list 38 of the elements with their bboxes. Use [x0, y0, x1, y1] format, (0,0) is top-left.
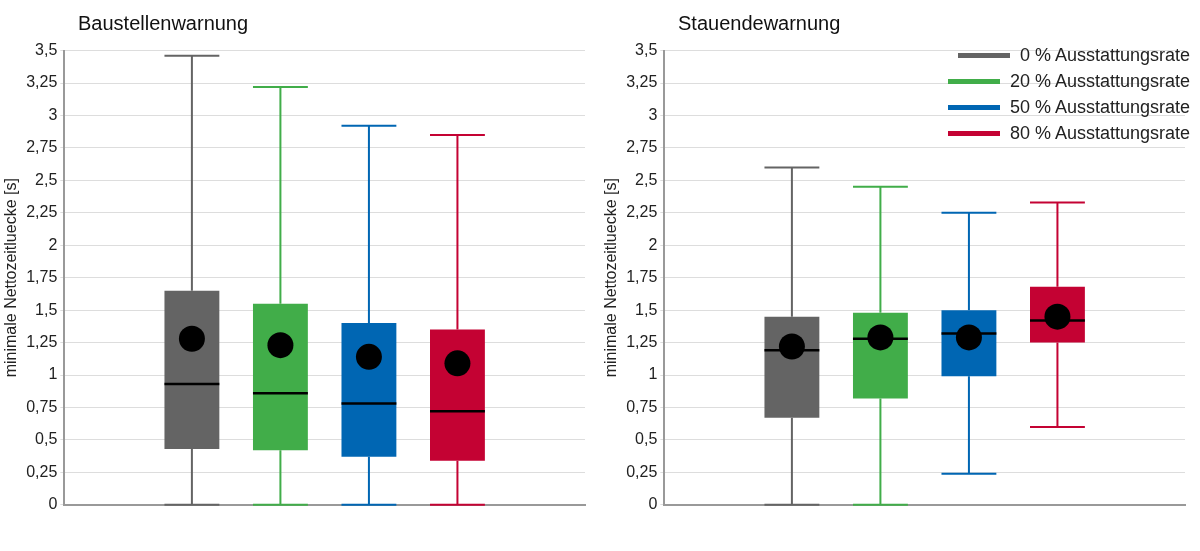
y-tick-label: 3,5: [35, 41, 58, 59]
y-tick-label: 0: [648, 495, 658, 513]
y-tick-label: 0,25: [26, 462, 58, 480]
y-axis-title: minimale Nettozeitluecke [s]: [602, 178, 620, 378]
y-tick-label: 3,5: [635, 41, 658, 59]
legend-label: 50 % Ausstattungsrate: [1009, 96, 1190, 118]
y-tick-label: 0,5: [35, 430, 58, 448]
y-tick-label: 1,5: [35, 300, 58, 318]
y-tick-label: 1,25: [626, 332, 658, 350]
y-tick-label: 0,75: [626, 397, 658, 415]
y-tick-label: 1,25: [26, 332, 58, 350]
legend-label: 20 % Ausstattungsrate: [1009, 70, 1190, 92]
y-tick-label: 1,75: [626, 268, 658, 286]
y-tick-label: 1: [648, 365, 658, 383]
chart-title: Stauendewarnung: [678, 12, 841, 35]
legend-label: 80 % Ausstattungsrate: [1009, 122, 1190, 144]
y-tick-label: 3: [648, 105, 658, 123]
y-tick-label: 3,25: [26, 73, 58, 91]
chart-title: Baustellenwarnung: [78, 12, 249, 35]
y-tick-label: 0,25: [626, 462, 658, 480]
legend-label: 0 % Ausstattungsrate: [1019, 44, 1190, 66]
y-tick-label: 2,25: [626, 203, 658, 221]
y-tick-label: 2,75: [26, 138, 58, 156]
y-tick-label: 3,25: [626, 73, 658, 91]
y-tick-label: 2,25: [26, 203, 58, 221]
y-tick-label: 1,5: [635, 300, 658, 318]
y-tick-label: 2: [648, 235, 658, 253]
y-tick-label: 1: [48, 365, 58, 383]
y-tick-label: 2,75: [626, 138, 658, 156]
y-tick-label: 3: [48, 105, 58, 123]
y-tick-label: 2: [48, 235, 58, 253]
y-axis-title: minimale Nettozeitluecke [s]: [2, 178, 20, 378]
y-tick-label: 2,5: [35, 170, 58, 188]
y-tick-label: 1,75: [26, 268, 58, 286]
y-tick-label: 2,5: [635, 170, 658, 188]
y-tick-label: 0,75: [26, 397, 58, 415]
y-tick-label: 0: [48, 495, 58, 513]
y-tick-label: 0,5: [635, 430, 658, 448]
